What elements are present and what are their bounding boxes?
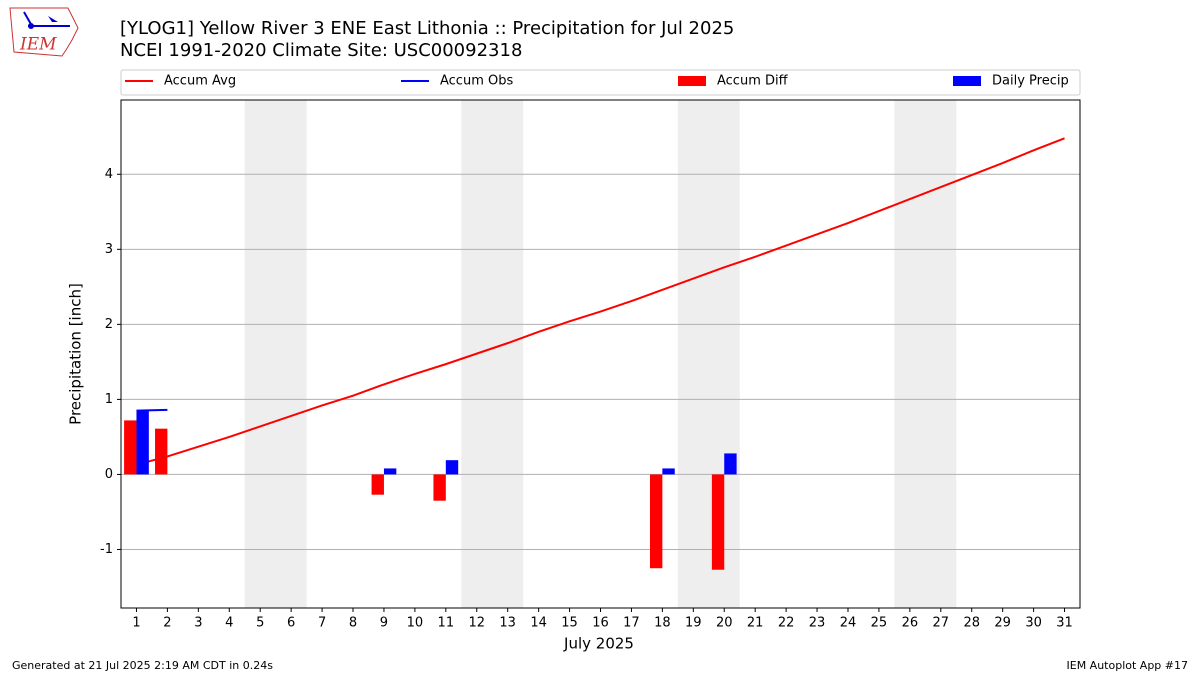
weekend-shade bbox=[677, 100, 740, 608]
x-tick-label: 16 bbox=[592, 616, 609, 631]
y-tick-label: -1 bbox=[100, 542, 113, 557]
y-tick-label: 0 bbox=[105, 467, 113, 482]
bar bbox=[383, 468, 397, 475]
x-tick-label: 29 bbox=[994, 616, 1011, 631]
x-tick-label: 1 bbox=[132, 616, 140, 631]
bar bbox=[445, 460, 459, 475]
x-tick-label: 24 bbox=[840, 616, 857, 631]
x-tick-label: 26 bbox=[902, 616, 919, 631]
bar bbox=[649, 474, 663, 569]
legend-label: Accum Avg bbox=[164, 74, 236, 89]
x-tick-label: 30 bbox=[1025, 616, 1042, 631]
bar bbox=[433, 474, 446, 501]
x-tick-label: 9 bbox=[380, 616, 388, 631]
x-tick-label: 23 bbox=[809, 616, 826, 631]
x-tick-label: 10 bbox=[407, 616, 424, 631]
bar bbox=[711, 474, 725, 570]
line bbox=[136, 408, 168, 412]
bar bbox=[371, 474, 384, 495]
x-tick-label: 31 bbox=[1056, 616, 1073, 631]
y-tick-label: 1 bbox=[105, 392, 113, 407]
x-tick-label: 22 bbox=[778, 616, 795, 631]
bar bbox=[124, 420, 137, 475]
legend-swatch bbox=[678, 76, 706, 86]
x-tick-label: 28 bbox=[963, 616, 980, 631]
x-tick-label: 25 bbox=[871, 616, 888, 631]
x-tick-label: 3 bbox=[194, 616, 202, 631]
footer-left: Generated at 21 Jul 2025 2:19 AM CDT in … bbox=[12, 659, 273, 672]
y-tick-label: 4 bbox=[105, 167, 113, 182]
x-tick-label: 13 bbox=[499, 616, 516, 631]
legend-label: Accum Diff bbox=[717, 74, 789, 89]
x-tick-label: 19 bbox=[685, 616, 702, 631]
x-tick-label: 6 bbox=[287, 616, 295, 631]
x-tick-label: 8 bbox=[349, 616, 357, 631]
weekend-shade bbox=[894, 100, 957, 608]
y-tick-label: 2 bbox=[105, 317, 113, 332]
x-tick-label: 27 bbox=[933, 616, 950, 631]
legend-box bbox=[120, 69, 1081, 96]
x-tick-label: 7 bbox=[318, 616, 326, 631]
plot-frame bbox=[120, 99, 1081, 609]
x-tick-label: 2 bbox=[163, 616, 171, 631]
x-tick-label: 18 bbox=[654, 616, 671, 631]
legend-swatch bbox=[953, 76, 981, 86]
y-tick-label: 3 bbox=[105, 242, 113, 257]
logo: IEM bbox=[9, 7, 79, 57]
weekend-shade bbox=[244, 100, 307, 608]
x-tick-label: 11 bbox=[438, 616, 455, 631]
logo-text: IEM bbox=[19, 35, 57, 55]
bar bbox=[724, 453, 737, 475]
bar bbox=[136, 410, 149, 475]
x-tick-label: 17 bbox=[623, 616, 640, 631]
bar bbox=[155, 428, 168, 475]
x-tick-label: 15 bbox=[561, 616, 578, 631]
x-tick-label: 14 bbox=[530, 616, 547, 631]
x-axis-label: July 2025 bbox=[563, 635, 634, 653]
legend-label: Accum Obs bbox=[440, 74, 513, 89]
x-tick-label: 5 bbox=[256, 616, 264, 631]
x-tick-label: 12 bbox=[468, 616, 485, 631]
legend-label: Daily Precip bbox=[992, 74, 1069, 89]
footer-right: IEM Autoplot App #17 bbox=[1067, 659, 1189, 672]
y-axis-label: Precipitation [inch] bbox=[67, 283, 85, 425]
x-tick-label: 4 bbox=[225, 616, 233, 631]
x-tick-label: 21 bbox=[747, 616, 764, 631]
bar bbox=[662, 468, 675, 475]
weekend-shade bbox=[461, 100, 524, 608]
chart-subtitle: NCEI 1991-2020 Climate Site: USC00092318 bbox=[120, 40, 522, 61]
x-tick-label: 20 bbox=[716, 616, 733, 631]
chart-title: [YLOG1] Yellow River 3 ENE East Lithonia… bbox=[120, 18, 734, 39]
line bbox=[136, 137, 1065, 466]
